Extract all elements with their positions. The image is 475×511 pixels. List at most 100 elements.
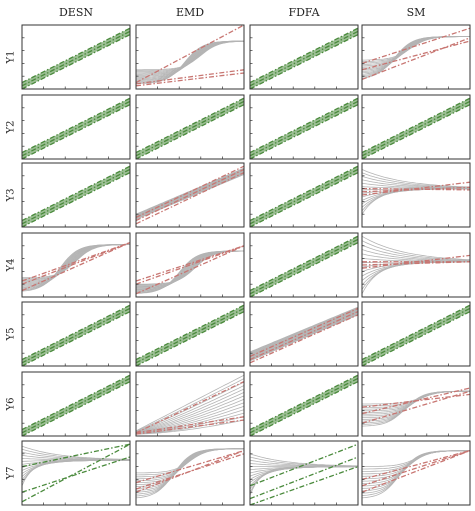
trajectory-curve	[250, 310, 358, 358]
panel-frame	[249, 301, 359, 367]
panel-y1-fdfa	[249, 24, 359, 90]
panel-y3-sm	[361, 162, 471, 228]
trajectory-curve	[250, 307, 358, 353]
fail-bound-line-2	[136, 449, 244, 484]
trajectory-curve	[136, 448, 244, 482]
trajectory-curve	[136, 448, 244, 484]
row-label-y2: Y2	[6, 121, 17, 135]
column-headers: DESN EMD FDFA SM	[59, 6, 425, 19]
pass-bound-line-0	[22, 307, 130, 364]
pass-bound-line-2	[22, 27, 130, 84]
panel-y3-fdfa	[249, 162, 359, 228]
row-label-y4: Y4	[6, 259, 17, 273]
trajectory-curve	[136, 395, 244, 433]
fail-bound-line-0	[136, 449, 244, 493]
pass-bound-line-1	[362, 311, 470, 366]
trajectory-curve	[250, 453, 358, 467]
fail-bound-line-1	[136, 419, 244, 435]
fail-bound-line-1	[136, 453, 244, 490]
trajectory-curve	[362, 249, 470, 262]
panel-y5-sm	[361, 301, 471, 367]
trajectory-curve	[362, 188, 470, 205]
pass-bound-line-2	[22, 97, 130, 154]
pass-bound-line-1	[362, 104, 470, 159]
fail-bound-line-1	[362, 390, 470, 424]
panel-frame	[361, 94, 471, 160]
row-label-y3: Y3	[6, 189, 17, 203]
pass-bound-line-0	[22, 168, 130, 225]
fail-bound-line-2	[362, 27, 470, 65]
pass-bound-line-0	[362, 100, 470, 157]
trajectory-curve	[250, 314, 358, 362]
trajectory-curve	[250, 306, 358, 353]
fail-bound-line-0	[136, 381, 244, 434]
fail-bound-line-1	[136, 245, 244, 285]
trajectory-curve	[250, 311, 358, 358]
pass-bound-line-2	[22, 374, 130, 431]
trajectory-curve	[136, 448, 244, 489]
trajectory-curve	[250, 466, 358, 487]
panel-y2-desn	[21, 94, 131, 160]
panel-y6-emd	[135, 371, 245, 437]
panel-frame	[135, 301, 245, 367]
trajectory-curve	[136, 378, 244, 432]
trajectory-curve	[362, 390, 470, 405]
column-header-sm: SM	[407, 6, 426, 19]
trajectory-curve	[250, 312, 358, 360]
panel-frame	[361, 24, 471, 90]
trajectory-curve	[362, 172, 470, 188]
pass-bound-line-2	[362, 304, 470, 361]
panel-y4-emd	[135, 232, 245, 298]
fail-bound-line-2	[22, 241, 130, 282]
pass-bound-line-1	[250, 381, 358, 436]
pass-bound-line-1	[250, 104, 358, 159]
pass-bound-line-0	[362, 307, 470, 364]
trajectory-curve	[136, 448, 244, 474]
column-header-emd: EMD	[176, 6, 204, 19]
pass-bound-line-0	[22, 377, 130, 434]
panel-frame	[361, 440, 471, 506]
panel-frame	[135, 371, 245, 437]
fail-bound-line-0	[136, 168, 244, 222]
panel-frame	[249, 94, 359, 160]
panel-frame	[249, 371, 359, 437]
panel-y6-desn	[21, 371, 131, 437]
pass-bound-line-0	[250, 30, 358, 87]
panel-frame	[21, 440, 131, 506]
pass-bound-line-1	[136, 311, 244, 366]
trajectory-curve	[362, 235, 470, 261]
pass-bound-line-0	[136, 100, 244, 157]
fail-bound-line-2	[136, 416, 244, 434]
trajectory-curve	[136, 250, 244, 288]
trajectory-curve	[362, 450, 470, 467]
pass-bound-line-2	[22, 304, 130, 361]
trajectory-curve	[362, 175, 470, 189]
panel-frame	[249, 24, 359, 90]
pass-bound-line-1	[250, 34, 358, 89]
trajectory-curve	[136, 374, 244, 432]
panel-frame	[249, 232, 359, 298]
pass-bound-line-0	[22, 443, 130, 503]
trajectory-curve	[136, 448, 244, 487]
panel-y3-emd	[135, 162, 245, 228]
panel-y5-desn	[21, 301, 131, 367]
pass-bound-line-2	[250, 97, 358, 154]
panel-frame	[135, 162, 245, 228]
panel-y2-fdfa	[249, 94, 359, 160]
panel-y1-desn	[21, 24, 131, 90]
panel-y2-emd	[135, 94, 245, 160]
pass-bound-line-1	[22, 456, 130, 493]
panel-y3-desn	[21, 162, 131, 228]
fail-bound-line-1	[362, 449, 470, 487]
panel-frame	[135, 94, 245, 160]
panel-frame	[135, 232, 245, 298]
fail-bound-line-0	[250, 311, 358, 361]
fail-bound-line-2	[136, 165, 244, 218]
trajectory-curve	[22, 244, 130, 282]
panel-y6-fdfa	[249, 371, 359, 437]
panel-frame	[249, 162, 359, 228]
panel-frame	[249, 440, 359, 506]
trajectory-curve	[250, 313, 358, 361]
trajectory-curve	[362, 240, 470, 261]
